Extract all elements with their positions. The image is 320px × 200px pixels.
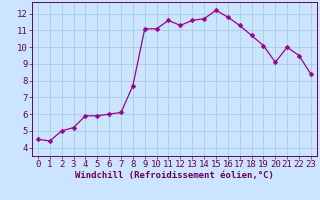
- X-axis label: Windchill (Refroidissement éolien,°C): Windchill (Refroidissement éolien,°C): [75, 171, 274, 180]
